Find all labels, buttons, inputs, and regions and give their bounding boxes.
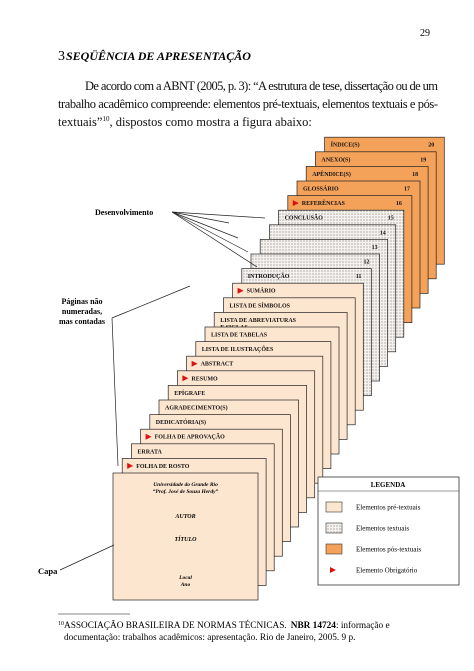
cover-text: Local <box>178 575 192 581</box>
page-label: EPÍGRAFE <box>174 389 205 397</box>
page-label-text: INTRODUÇÃO <box>248 272 290 280</box>
paragraph-text: , dispostos como mostra a figura abaixo: <box>109 115 311 129</box>
page-label: FOLHA DE APROVAÇÃO <box>155 433 226 441</box>
required-marker <box>182 375 189 382</box>
page-number: 11 <box>356 274 362 280</box>
page-label: CONCLUSÃO <box>285 214 324 222</box>
legend-title: LEGENDA <box>371 481 406 489</box>
legend-label: Elemento Obrigatório <box>356 567 418 575</box>
page-number: 12 <box>364 260 370 266</box>
legend-label: Elementos pré-textuais <box>356 504 421 512</box>
legend: LEGENDA Elementos pré-textuais Elementos … <box>317 476 460 586</box>
page-sheet <box>112 472 259 601</box>
page-label-text: ANEXO(S) <box>321 156 350 163</box>
callout-unnumbered: Páginas não numeradas, mas contadas <box>59 297 105 326</box>
required-marker <box>292 200 299 207</box>
cover-text: AUTOR <box>174 514 195 520</box>
required-marker <box>191 360 198 367</box>
required-marker <box>237 287 244 294</box>
page-number: 14 <box>380 230 386 236</box>
paragraph-line: trabalho acadêmico compreende: elementos… <box>58 97 438 111</box>
callout-line: numeradas, <box>62 307 102 316</box>
legend-swatch <box>325 522 343 534</box>
page-label-text: CONCLUSÃO <box>285 214 324 222</box>
page-number: 17 <box>404 187 410 193</box>
paragraph-text: textuais” <box>58 115 102 129</box>
heading: 3SEQÜÊNCIA DE APRESENTAÇÃO <box>58 49 251 64</box>
page-number: 18 <box>412 172 418 178</box>
paragraph-line: textuais”10, dispostos como mostra a fig… <box>58 115 312 129</box>
legend-swatch <box>325 543 343 555</box>
cover-page: Universidade do Grande Rio“Prof. José de… <box>112 472 259 601</box>
callout-lines <box>59 211 266 571</box>
page-label: LISTA DE SÍMBOLOS <box>229 301 290 309</box>
diagram: ÍNDICE(S) 20 ANEXO(S) 19 APÊNDICE(S) 18 GLOSSÁ… <box>112 136 445 601</box>
page-label: AGRADECIMENTO(S) <box>165 405 228 412</box>
page-label-text: SUMÁRIO <box>247 287 276 295</box>
page-label-text: DEDICATÓRIA(S) <box>156 418 206 426</box>
page-number: 13 <box>372 245 378 251</box>
page-label: RESUMO <box>191 376 218 382</box>
page-label: LISTA DE TABELAS <box>211 333 268 339</box>
page-number: 15 <box>388 216 394 222</box>
page-label-text: AGRADECIMENTO(S) <box>165 405 228 412</box>
page-number: 16 <box>396 201 402 207</box>
cover-text: TÍTULO <box>175 535 198 543</box>
page-label: DEDICATÓRIA(S) <box>156 418 206 426</box>
required-marker <box>330 567 336 573</box>
page-number: 29 <box>420 28 430 39</box>
callout-cover: Capa <box>38 566 58 576</box>
page-label-text: FOLHA DE APROVAÇÃO <box>155 433 226 441</box>
page-label-text: FOLHA DE ROSTO <box>136 464 190 470</box>
page-label: APÊNDICE(S) <box>312 170 351 178</box>
page-number: 19 <box>420 157 426 163</box>
page-label-text: ABSTRACT <box>201 362 234 368</box>
page-label: ÍNDICE(S) <box>331 141 360 149</box>
page-label-text: RESUMO <box>191 376 218 382</box>
cover-text: Ano <box>180 582 191 588</box>
footnote-text: ASSOCIAÇÃO BRASILEIRA DE NORMAS TÉCNICAS… <box>64 619 287 631</box>
required-marker <box>145 433 152 440</box>
page-label: LISTA DE ILUSTRAÇÕES <box>202 345 274 353</box>
page-label: GLOSSÁRIO <box>303 185 339 193</box>
footnote-ref: 10 <box>102 115 110 123</box>
page-label: REFERÊNCIAS <box>302 199 346 207</box>
page-label: SUMÁRIO <box>247 287 276 295</box>
legend-label: Elementos pós-textuais <box>356 546 421 554</box>
page-label: ERRATA <box>137 449 162 455</box>
page-label-text: ÍNDICE(S) <box>331 141 360 149</box>
page-label-text: LISTA DE TABELAS <box>211 333 268 339</box>
callout-development: Desenvolvimento <box>95 208 153 217</box>
page-label-text: REFERÊNCIAS <box>302 199 346 207</box>
heading-title: SEQÜÊNCIA DE APRESENTAÇÃO <box>66 49 251 63</box>
page-label-text: APÊNDICE(S) <box>312 170 351 178</box>
footnote-number: 10 <box>58 621 64 627</box>
page-label-text: GLOSSÁRIO <box>303 185 339 193</box>
callout-line: Páginas não <box>61 297 102 306</box>
page-label-text: LISTA DE SÍMBOLOS <box>229 301 290 309</box>
legend-swatch <box>325 501 343 513</box>
callout-line: mas contadas <box>59 317 105 326</box>
page-label-text: LISTA DE ABREVIATURAS <box>220 318 296 324</box>
page-number: 20 <box>428 143 434 149</box>
legend-label: Elementos textuais <box>356 525 409 533</box>
page-label-text: ERRATA <box>137 449 162 455</box>
heading-number: 3 <box>58 49 65 64</box>
required-marker <box>127 462 134 469</box>
page-label: FOLHA DE ROSTO <box>136 464 190 470</box>
page-label-text: LISTA DE ILUSTRAÇÕES <box>202 345 274 353</box>
cover-text: Universidade do Grande Rio <box>153 482 218 488</box>
footnote-text: : informação e <box>336 620 390 631</box>
paragraph-line: De acordo com a ABNT (2005, p. 3): “A es… <box>85 79 438 93</box>
page-label: INTRODUÇÃO <box>248 272 290 280</box>
page-label: ANEXO(S) <box>321 156 350 163</box>
cover-text: “Prof. José de Souza Herdy” <box>153 489 219 495</box>
page-label: ABSTRACT <box>201 362 234 368</box>
footnote-line: 10ASSOCIAÇÃO BRASILEIRA DE NORMAS TÉCNIC… <box>58 619 390 631</box>
footnote-text: NBR 14724 <box>291 621 337 631</box>
footnote-line: documentação: trabalhos acadêmicos: apre… <box>64 633 355 643</box>
page-label-text: EPÍGRAFE <box>174 389 205 397</box>
